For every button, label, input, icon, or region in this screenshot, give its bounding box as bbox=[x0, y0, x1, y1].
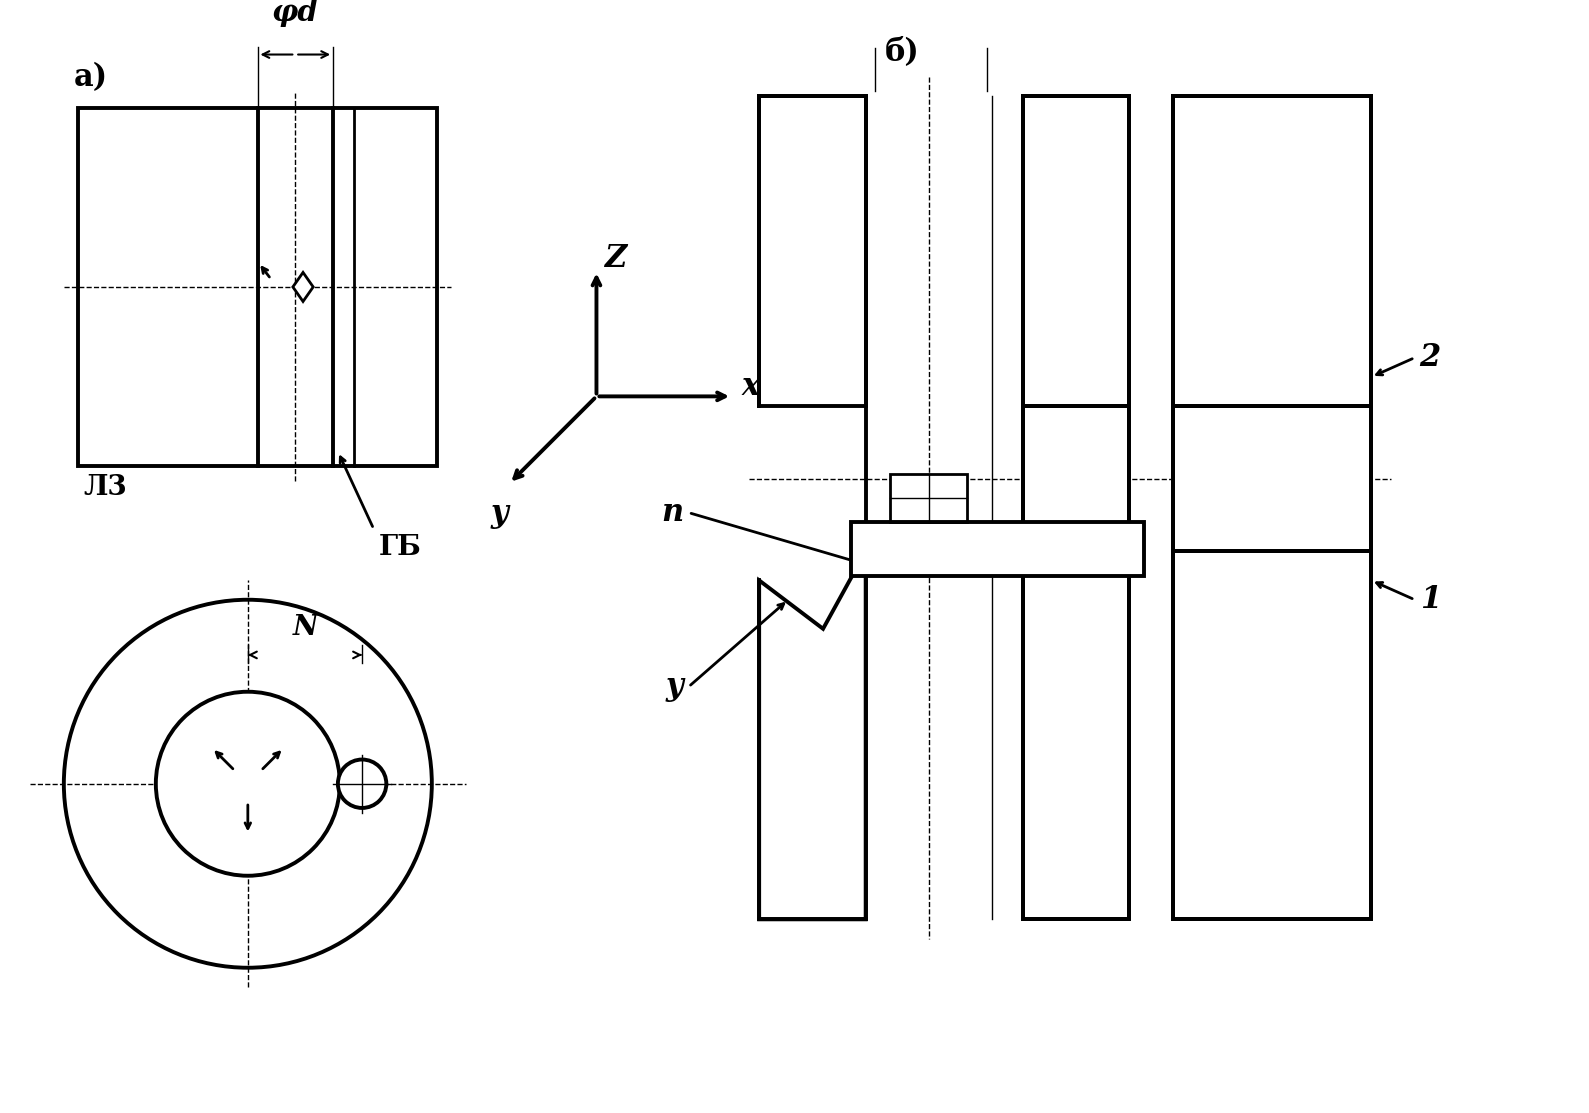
Bar bbox=[760, 96, 866, 406]
Circle shape bbox=[338, 759, 386, 808]
Text: ГБ: ГБ bbox=[378, 534, 421, 561]
Bar bbox=[1173, 96, 1371, 406]
Bar bbox=[1023, 96, 1130, 406]
Bar bbox=[1023, 406, 1130, 551]
Text: y: y bbox=[491, 498, 508, 529]
Text: Л3: Л3 bbox=[83, 474, 127, 501]
Text: x: x bbox=[742, 372, 760, 402]
Circle shape bbox=[64, 600, 432, 967]
Bar bbox=[1023, 551, 1130, 919]
Bar bbox=[1173, 406, 1371, 551]
Circle shape bbox=[156, 692, 340, 876]
Polygon shape bbox=[760, 551, 866, 919]
Text: N: N bbox=[292, 614, 318, 641]
Bar bbox=[852, 522, 1144, 575]
Bar bbox=[1173, 551, 1371, 919]
Polygon shape bbox=[292, 273, 313, 302]
Text: 1: 1 bbox=[1419, 584, 1441, 615]
Bar bbox=[1023, 96, 1130, 406]
Bar bbox=[78, 108, 437, 466]
Bar bbox=[760, 96, 866, 406]
Bar bbox=[1173, 551, 1371, 919]
Bar bbox=[890, 474, 968, 522]
Bar bbox=[78, 108, 257, 466]
Bar bbox=[1023, 551, 1130, 919]
Text: 2: 2 bbox=[1419, 342, 1441, 373]
Bar bbox=[852, 522, 1144, 575]
Text: a): a) bbox=[73, 62, 108, 93]
Text: Z: Z bbox=[604, 244, 626, 275]
Text: б): б) bbox=[885, 36, 920, 67]
Text: п: п bbox=[661, 498, 683, 528]
Text: φd: φd bbox=[272, 0, 319, 28]
Bar bbox=[1173, 96, 1371, 406]
Text: у: у bbox=[666, 671, 683, 702]
Bar bbox=[354, 108, 402, 466]
